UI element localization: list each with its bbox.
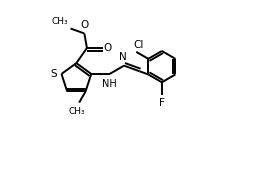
- Text: Cl: Cl: [134, 40, 144, 50]
- Text: F: F: [159, 98, 165, 108]
- Text: O: O: [80, 20, 88, 30]
- Text: NH: NH: [102, 79, 117, 89]
- Text: S: S: [50, 69, 57, 79]
- Text: CH₃: CH₃: [51, 17, 68, 26]
- Text: O: O: [103, 43, 112, 53]
- Text: CH₃: CH₃: [69, 107, 86, 116]
- Text: N: N: [119, 52, 127, 62]
